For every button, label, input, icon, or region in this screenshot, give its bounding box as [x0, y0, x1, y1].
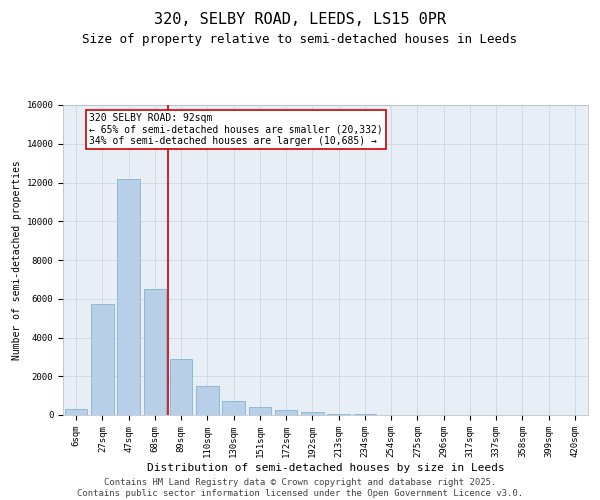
- Bar: [118, 178, 140, 415]
- Bar: [328, 414, 350, 415]
- Bar: [91, 304, 113, 415]
- Bar: [275, 410, 297, 415]
- Bar: [170, 359, 192, 415]
- Text: 320 SELBY ROAD: 92sqm
← 65% of semi-detached houses are smaller (20,332)
34% of : 320 SELBY ROAD: 92sqm ← 65% of semi-deta…: [89, 113, 383, 146]
- Text: Contains HM Land Registry data © Crown copyright and database right 2025.
Contai: Contains HM Land Registry data © Crown c…: [77, 478, 523, 498]
- Bar: [301, 412, 323, 415]
- X-axis label: Distribution of semi-detached houses by size in Leeds: Distribution of semi-detached houses by …: [146, 462, 505, 472]
- Bar: [249, 407, 271, 415]
- Bar: [354, 414, 376, 415]
- Text: Size of property relative to semi-detached houses in Leeds: Size of property relative to semi-detach…: [83, 32, 517, 46]
- Text: 320, SELBY ROAD, LEEDS, LS15 0PR: 320, SELBY ROAD, LEEDS, LS15 0PR: [154, 12, 446, 28]
- Y-axis label: Number of semi-detached properties: Number of semi-detached properties: [12, 160, 22, 360]
- Bar: [196, 386, 218, 415]
- Bar: [65, 409, 87, 415]
- Bar: [223, 402, 245, 415]
- Bar: [144, 289, 166, 415]
